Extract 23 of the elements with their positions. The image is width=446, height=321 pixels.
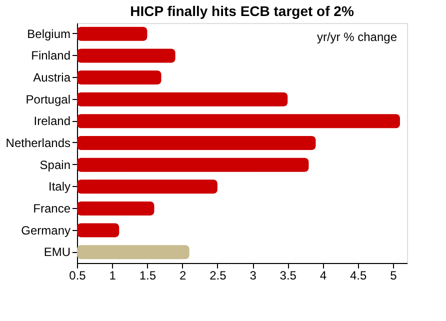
y-tick-label: Finland bbox=[31, 48, 70, 63]
y-tick-label: Germany bbox=[21, 223, 70, 238]
y-tick-label: Italy bbox=[48, 180, 70, 194]
x-tick-label: 2.5 bbox=[210, 268, 227, 282]
y-tick-label: Austria bbox=[33, 70, 71, 85]
x-tick-label: 3.5 bbox=[280, 268, 297, 282]
x-tick-label: 1 bbox=[109, 268, 116, 282]
x-tick-label: 4 bbox=[320, 268, 327, 282]
y-tick-label: France bbox=[33, 201, 71, 216]
x-tick-label: 4.5 bbox=[350, 268, 368, 282]
x-tick-label: 5 bbox=[390, 268, 398, 282]
y-tick-label: Netherlands bbox=[6, 136, 70, 150]
y-tick-label: Belgium bbox=[27, 26, 70, 41]
x-tick-label: 2 bbox=[179, 268, 186, 282]
y-tick-label: EMU bbox=[44, 245, 70, 260]
y-tick-label: Portugal bbox=[26, 92, 70, 106]
y-tick-label: Spain bbox=[40, 158, 70, 172]
x-tick-label: 1.5 bbox=[139, 268, 156, 282]
annotation: yr/yr % change bbox=[316, 30, 398, 44]
chart-title: HICP finally hits ECB target of 2% bbox=[130, 3, 354, 19]
x-tick-label: 3 bbox=[250, 268, 257, 282]
y-tick-label: Ireland bbox=[34, 114, 70, 128]
x-tick-label: 0.5 bbox=[69, 268, 86, 282]
